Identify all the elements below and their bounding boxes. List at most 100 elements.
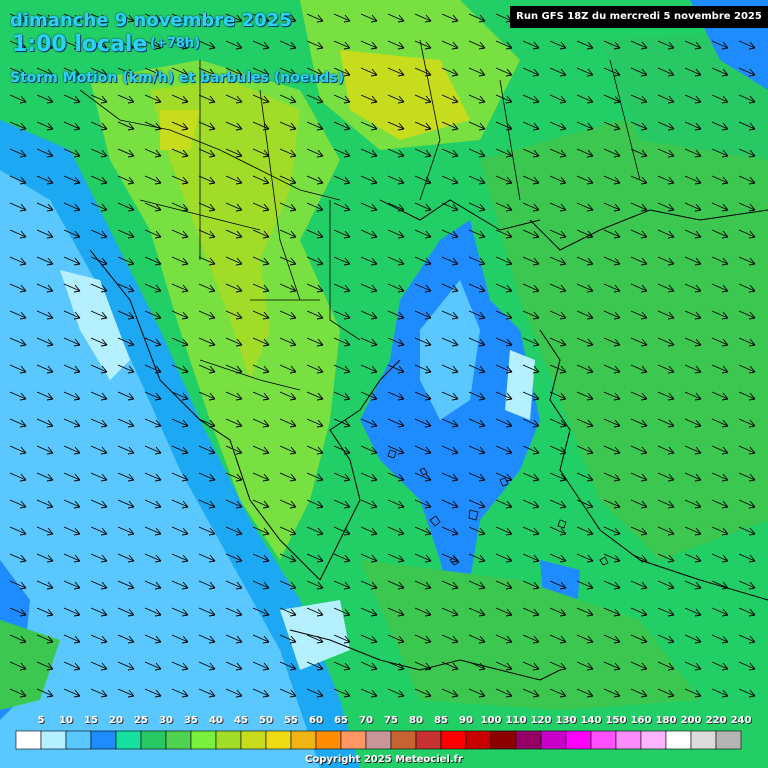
forecast-lead-time: (+78h) — [150, 36, 201, 51]
wind-arrow — [144, 121, 162, 131]
wind-arrow — [333, 688, 351, 698]
wind-arrow — [468, 472, 486, 482]
wind-arrow — [9, 229, 27, 239]
wind-arrow — [252, 67, 270, 77]
wind-arrow — [549, 256, 567, 266]
wind-arrow — [117, 94, 135, 104]
scale-tick-label: 75 — [384, 715, 398, 726]
wind-arrow — [198, 202, 216, 212]
color-scale-bar — [15, 730, 742, 750]
wind-arrow — [684, 310, 702, 320]
wind-arrow — [171, 499, 189, 509]
wind-arrow — [684, 607, 702, 617]
wind-arrow — [252, 256, 270, 266]
wind-arrow — [495, 175, 513, 185]
scale-tick-label: 240 — [730, 715, 752, 726]
wind-arrow — [198, 661, 216, 671]
scale-tick-label: 160 — [630, 715, 652, 726]
wind-arrow — [522, 175, 540, 185]
wind-arrow — [333, 418, 351, 428]
wind-arrow — [144, 553, 162, 563]
scale-swatch — [715, 730, 742, 750]
wind-arrow — [198, 553, 216, 563]
wind-arrow — [36, 634, 54, 644]
wind-arrow — [387, 688, 405, 698]
wind-arrow — [657, 256, 675, 266]
wind-arrow — [36, 337, 54, 347]
wind-arrow — [144, 688, 162, 698]
wind-arrow — [306, 175, 324, 185]
wind-arrow — [711, 148, 729, 158]
wind-arrow — [171, 661, 189, 671]
wind-arrow — [630, 310, 648, 320]
wind-arrow — [711, 526, 729, 536]
wind-arrow — [441, 13, 459, 23]
wind-arrow — [252, 526, 270, 536]
wind-arrow — [468, 364, 486, 374]
wind-arrow — [90, 202, 108, 212]
wind-arrow — [36, 607, 54, 617]
wind-arrow — [738, 418, 756, 428]
wind-arrow — [387, 607, 405, 617]
wind-arrow — [441, 391, 459, 401]
scale-tick-label: 5 — [37, 715, 45, 726]
wind-arrow — [252, 121, 270, 131]
wind-arrow — [603, 202, 621, 212]
wind-arrow — [279, 445, 297, 455]
wind-arrow — [306, 580, 324, 590]
wind-arrow — [657, 202, 675, 212]
wind-arrow — [684, 202, 702, 212]
wind-arrow — [414, 472, 432, 482]
wind-arrow — [576, 256, 594, 266]
wind-arrow — [495, 688, 513, 698]
wind-arrow — [306, 499, 324, 509]
wind-arrow — [603, 445, 621, 455]
wind-arrow — [711, 283, 729, 293]
wind-arrow — [63, 40, 81, 50]
wind-arrow — [603, 148, 621, 158]
wind-arrow — [657, 310, 675, 320]
wind-arrow — [495, 661, 513, 671]
wind-arrow — [441, 661, 459, 671]
wind-arrow — [414, 391, 432, 401]
parameter-title: Storm Motion (km/h) et barbules (noeuds) — [10, 70, 345, 86]
wind-arrow — [63, 499, 81, 509]
wind-arrow — [279, 148, 297, 158]
copyright: Copyright 2025 Meteociel.fr — [305, 754, 463, 765]
scale-swatch — [615, 730, 642, 750]
wind-arrow — [684, 526, 702, 536]
wind-arrow — [333, 94, 351, 104]
wind-arrow — [441, 607, 459, 617]
scale-swatch — [215, 730, 242, 750]
wind-arrow — [441, 202, 459, 212]
wind-arrow — [711, 40, 729, 50]
wind-arrow — [657, 364, 675, 374]
scale-swatch — [190, 730, 217, 750]
wind-arrow — [522, 337, 540, 347]
wind-arrow — [36, 94, 54, 104]
wind-arrow — [144, 256, 162, 266]
wind-arrow — [252, 634, 270, 644]
wind-arrow — [441, 67, 459, 77]
wind-arrow — [252, 472, 270, 482]
wind-arrow — [711, 553, 729, 563]
wind-arrow — [333, 13, 351, 23]
wind-arrow — [198, 148, 216, 158]
wind-arrow — [252, 607, 270, 617]
wind-arrow — [630, 40, 648, 50]
wind-arrow — [657, 175, 675, 185]
wind-arrow — [684, 499, 702, 509]
wind-arrow — [441, 283, 459, 293]
wind-arrow — [684, 256, 702, 266]
wind-arrow — [90, 580, 108, 590]
wind-arrow — [387, 40, 405, 50]
wind-arrow — [90, 121, 108, 131]
wind-arrow — [9, 67, 27, 77]
wind-arrow — [684, 229, 702, 239]
wind-arrow — [738, 310, 756, 320]
wind-arrow — [441, 310, 459, 320]
scale-tick-label: 35 — [184, 715, 198, 726]
wind-arrow — [414, 607, 432, 617]
wind-arrow — [63, 67, 81, 77]
